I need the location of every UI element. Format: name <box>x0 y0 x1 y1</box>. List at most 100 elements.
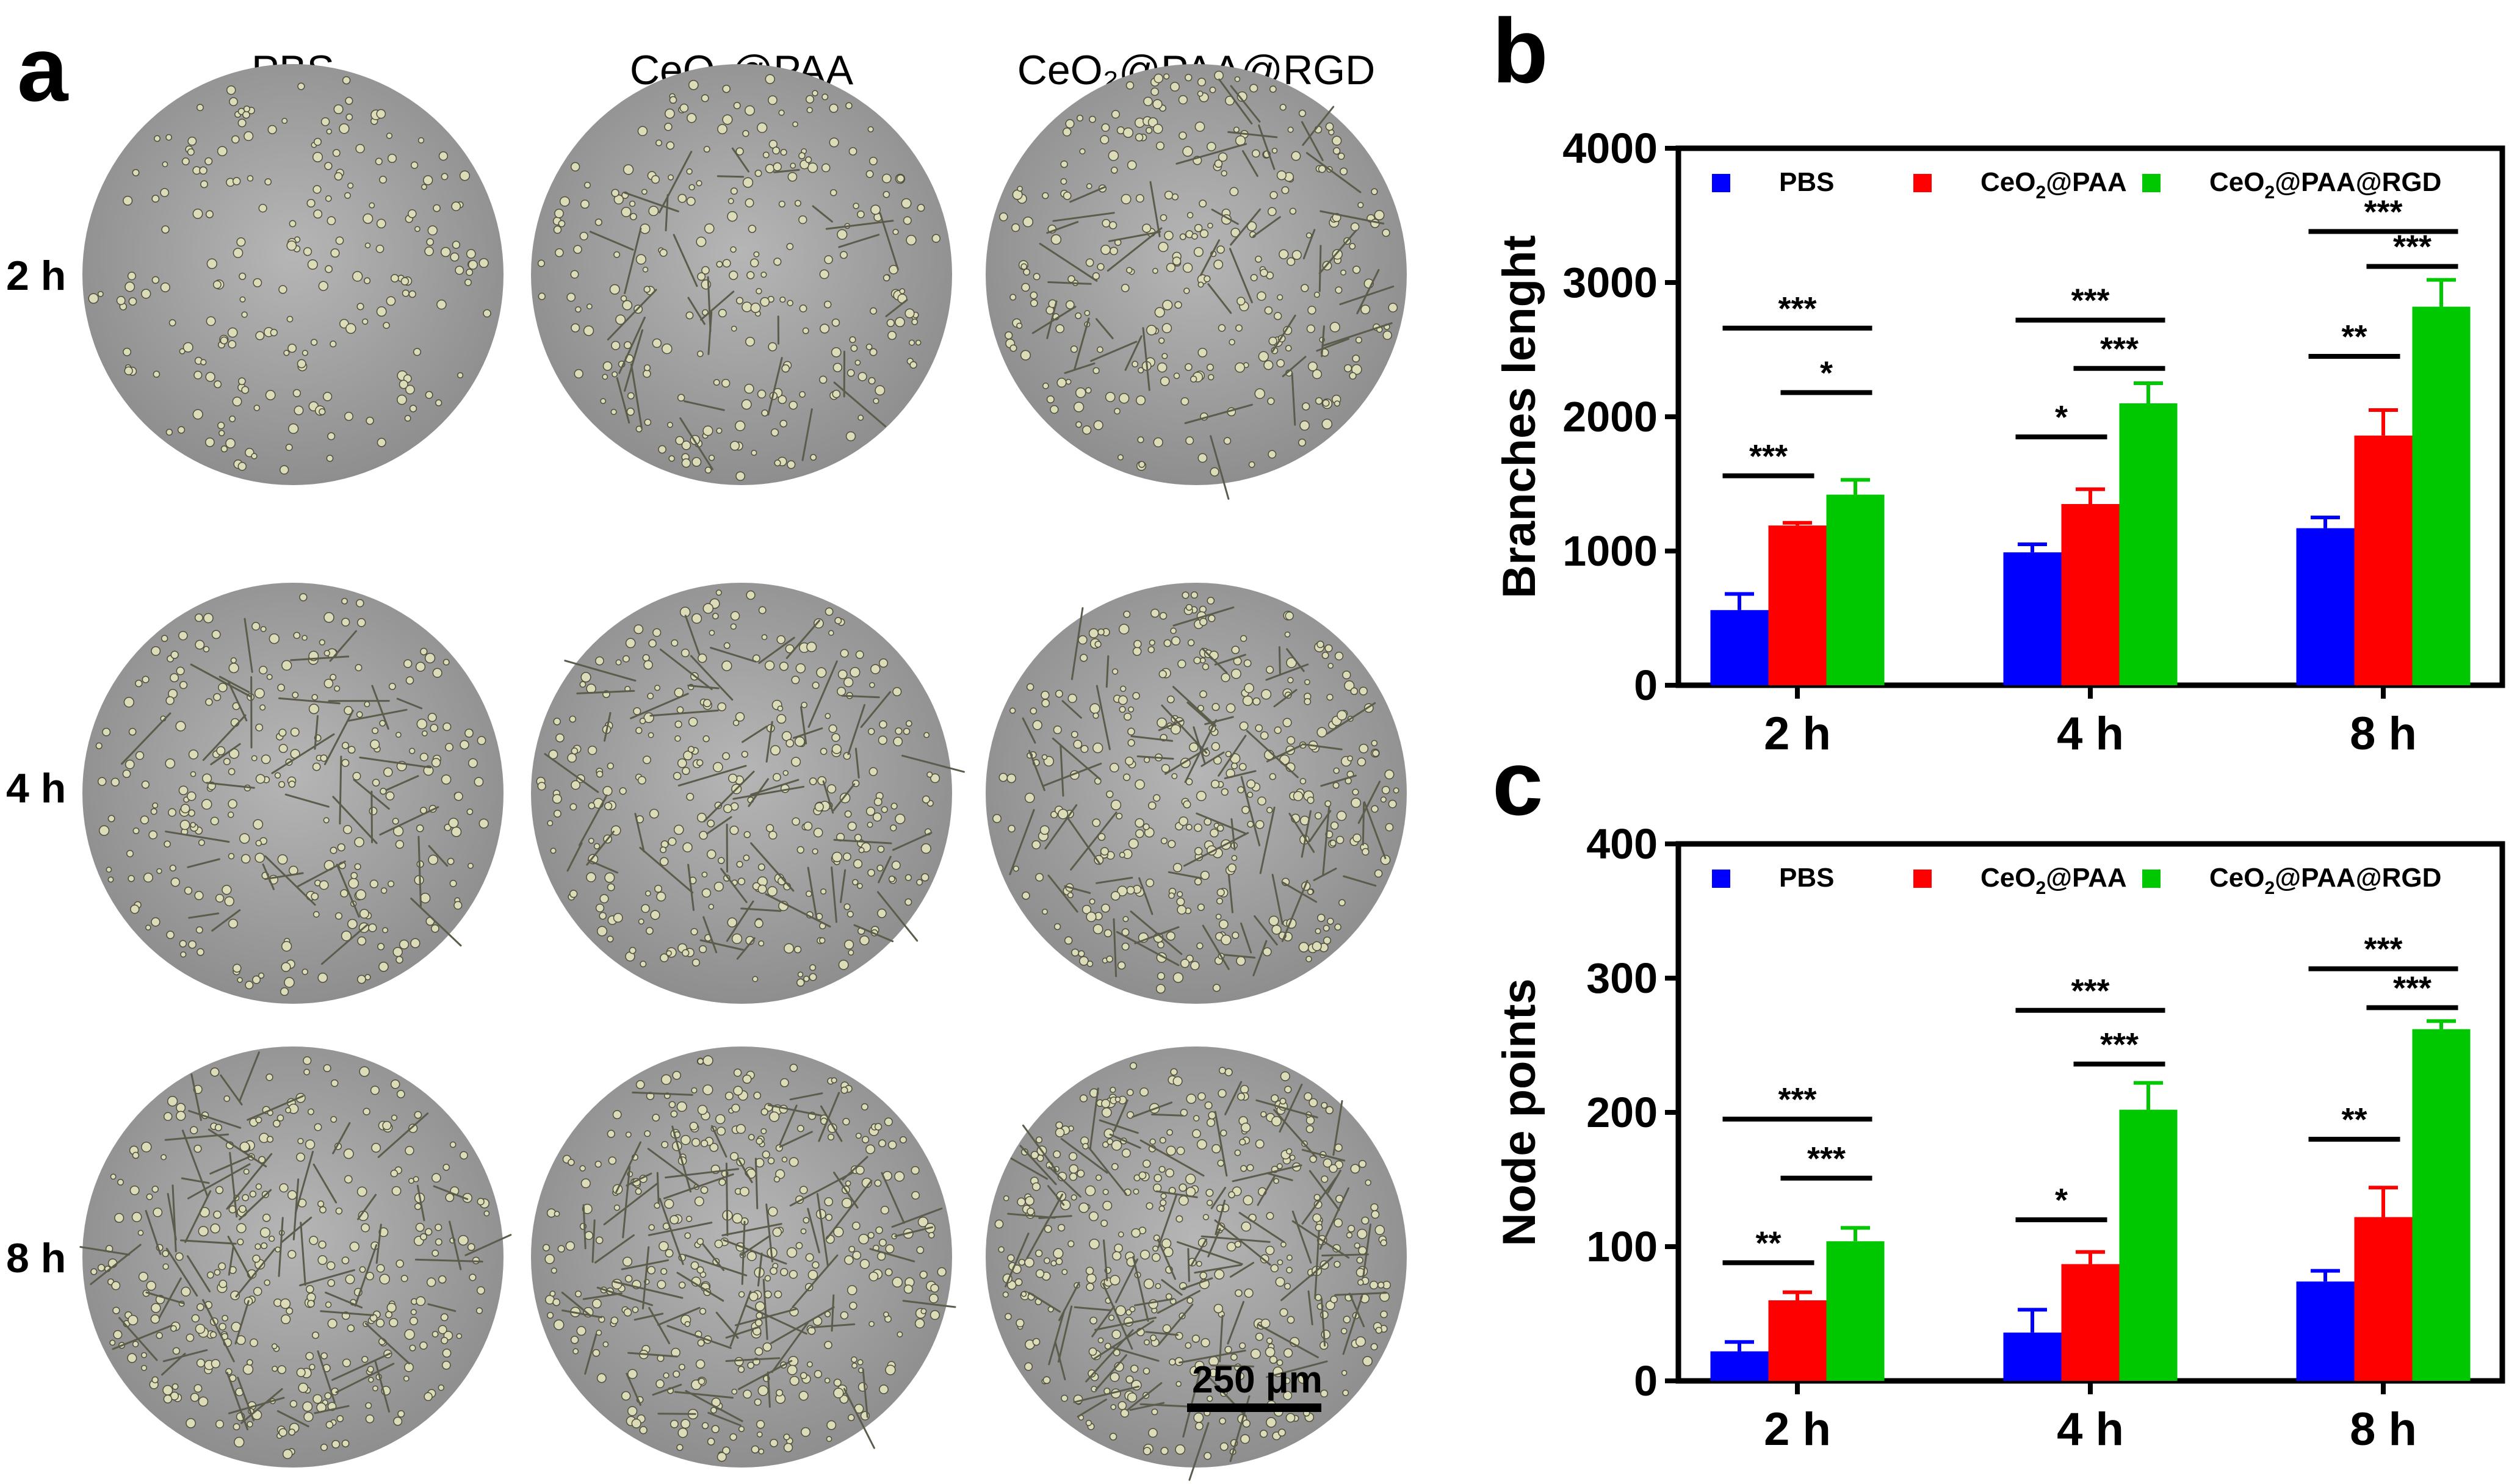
cell <box>1089 115 1096 123</box>
cell <box>635 727 643 734</box>
cell <box>312 185 322 194</box>
cell <box>396 1090 405 1098</box>
cell-branch <box>738 1159 753 1183</box>
cell-branch <box>1042 762 1102 787</box>
cell <box>362 318 369 325</box>
cell <box>1199 1272 1207 1280</box>
cell <box>222 885 232 895</box>
cell <box>772 146 781 155</box>
cell <box>819 375 828 384</box>
bar-c-0-0 <box>1710 1351 1769 1381</box>
cell <box>365 1402 372 1409</box>
cell <box>301 350 308 356</box>
cell-branch <box>1288 813 1315 853</box>
cell-branch <box>118 1317 158 1361</box>
cell <box>312 911 320 918</box>
cell <box>160 188 170 197</box>
cell <box>1055 1121 1063 1129</box>
cell-branch <box>832 783 856 812</box>
cell <box>387 153 397 164</box>
cell <box>1171 636 1181 646</box>
cell-branch <box>1094 1316 1157 1331</box>
cell <box>554 208 564 218</box>
cell <box>1046 395 1055 404</box>
cell-branch <box>1164 747 1208 775</box>
cell <box>1190 960 1200 971</box>
cell <box>644 419 652 426</box>
cell <box>1149 639 1155 646</box>
cell <box>1092 712 1099 719</box>
cell <box>1018 1258 1025 1266</box>
cell <box>757 1385 769 1396</box>
cell <box>229 97 238 106</box>
cell <box>717 1452 727 1462</box>
cell <box>890 802 898 810</box>
cell-branch <box>1229 248 1253 303</box>
cell <box>1179 816 1188 826</box>
cell <box>731 1388 738 1395</box>
cell <box>1003 1195 1009 1201</box>
cell-branch <box>186 1255 211 1292</box>
cell <box>1325 1300 1335 1311</box>
cell <box>547 820 554 826</box>
cell-branch <box>1214 1219 1271 1266</box>
cell <box>1103 929 1113 938</box>
cell <box>774 459 781 467</box>
cell <box>1240 1434 1251 1444</box>
cell <box>1261 689 1272 700</box>
cell <box>1085 387 1092 394</box>
cell-branch <box>1196 812 1246 834</box>
cell <box>348 877 359 889</box>
cell <box>644 890 651 896</box>
cell <box>885 1244 895 1254</box>
cell <box>282 1449 293 1460</box>
cell <box>1194 847 1203 855</box>
cell <box>1388 799 1397 809</box>
cell <box>287 1190 297 1200</box>
cell <box>794 736 805 747</box>
cell <box>1352 788 1359 796</box>
cell <box>570 162 580 171</box>
cell <box>269 633 280 644</box>
cell <box>635 425 643 433</box>
cell <box>1160 837 1168 845</box>
cell-branch <box>1240 922 1252 954</box>
cell-branch <box>826 1180 873 1239</box>
cell <box>1088 1369 1096 1378</box>
cell <box>806 95 814 104</box>
cell <box>1285 345 1292 352</box>
cell <box>233 1423 240 1431</box>
cell <box>405 1145 414 1156</box>
cell-branch <box>634 1313 664 1321</box>
cell <box>637 776 646 785</box>
cell <box>1233 126 1240 133</box>
cell <box>696 350 704 358</box>
cell-branch <box>317 1350 336 1403</box>
cell <box>1279 104 1287 111</box>
cell <box>746 271 755 279</box>
cell <box>1053 1248 1064 1259</box>
cell-branch <box>449 1220 462 1270</box>
cell-branch <box>347 708 408 722</box>
cell <box>877 909 887 918</box>
cell <box>783 1433 790 1441</box>
cell <box>1073 740 1083 749</box>
bar-c-2-2 <box>2412 1029 2471 1381</box>
cell <box>760 272 767 278</box>
cell <box>1159 612 1168 620</box>
cell-branch <box>1113 1099 1128 1132</box>
cell <box>1102 1141 1109 1148</box>
cell-branch <box>181 1177 210 1184</box>
cell <box>192 208 203 219</box>
cell <box>1042 192 1049 200</box>
cell <box>735 147 744 156</box>
cell <box>894 1171 905 1182</box>
cell <box>671 639 679 647</box>
y-axis-label: Branches lenght <box>1493 235 1545 598</box>
cell <box>1268 915 1279 926</box>
cell <box>703 146 710 153</box>
cell <box>274 772 281 779</box>
cell <box>762 1150 770 1159</box>
cell <box>403 659 413 668</box>
cell <box>335 236 344 245</box>
